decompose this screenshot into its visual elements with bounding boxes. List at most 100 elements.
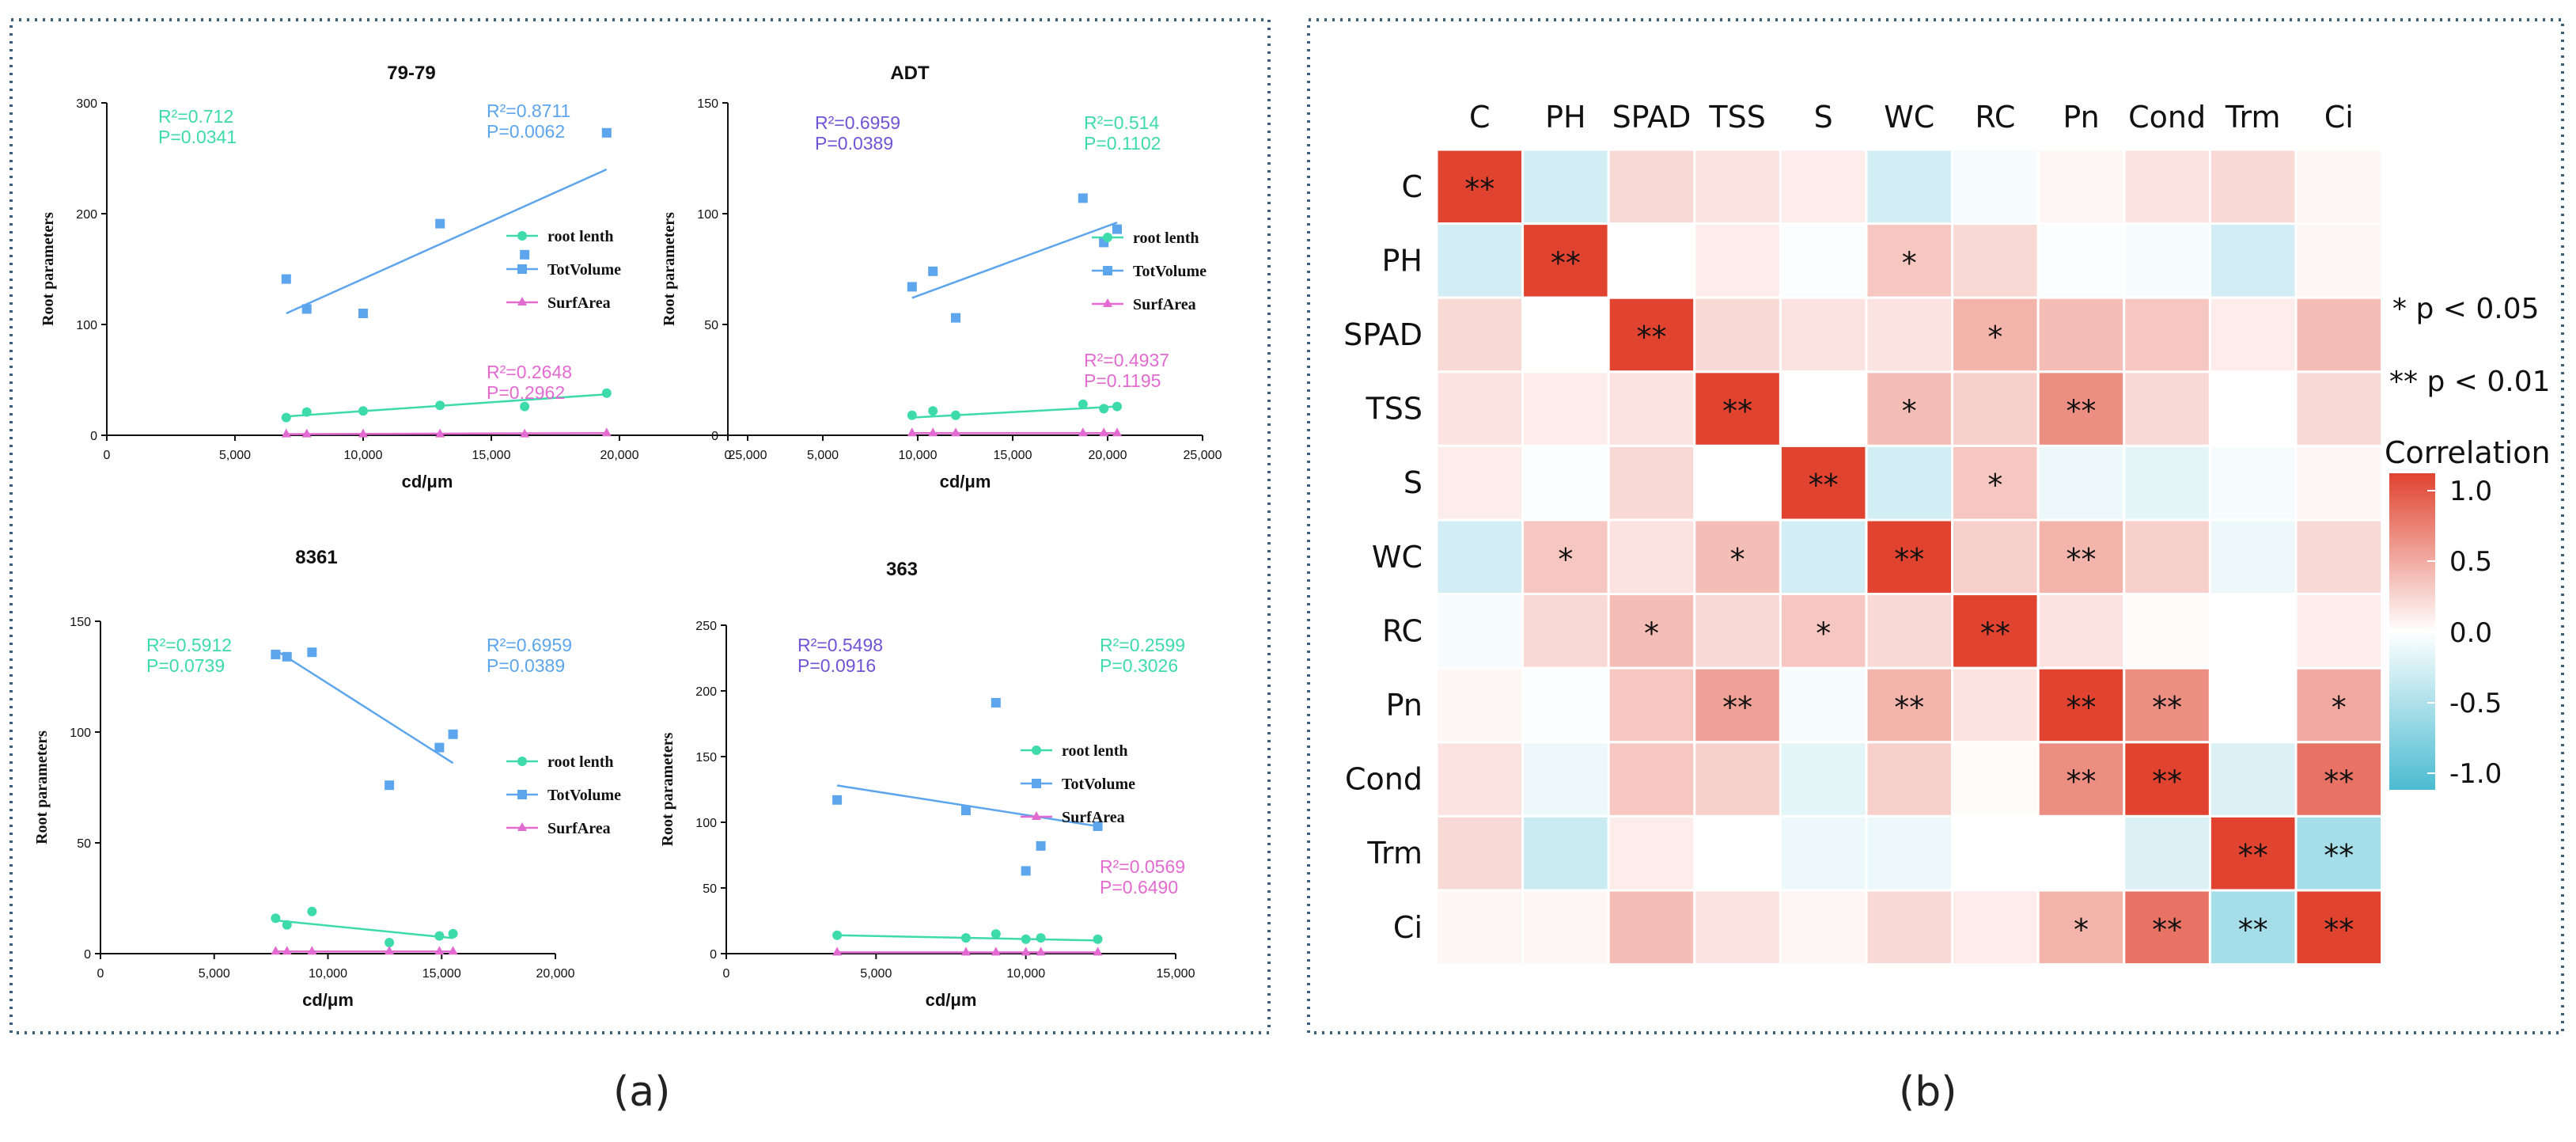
legend-label: SurfArea xyxy=(1062,809,1125,826)
y-tick-label: 0 xyxy=(84,948,91,962)
data-point xyxy=(1078,193,1088,203)
heatmap-cell xyxy=(2208,518,2298,596)
heatmap-cell xyxy=(1865,889,1954,966)
heatmap-cell xyxy=(1779,148,1868,226)
y-tick-label: 50 xyxy=(703,882,717,896)
heatmap-cell xyxy=(1607,814,1696,892)
r-squared-label: R²=0.514 xyxy=(1084,112,1159,133)
y-tick-label: 0 xyxy=(711,430,718,443)
data-point xyxy=(1099,404,1109,414)
heatmap-cell xyxy=(2036,148,2126,226)
legend-label: TotVolume xyxy=(547,261,621,279)
column-label: Cond xyxy=(2128,100,2206,135)
fit-line xyxy=(286,431,607,435)
y-tick-label: 200 xyxy=(695,685,717,699)
significance-note: ** p < 0.01 xyxy=(2389,366,2551,398)
heatmap-cell xyxy=(2123,518,2211,596)
heatmap-cell xyxy=(2294,593,2384,670)
data-point xyxy=(448,946,458,955)
heatmap-cell xyxy=(2294,518,2384,596)
data-point xyxy=(1112,224,1122,234)
data-point xyxy=(832,947,843,956)
data-point xyxy=(435,218,445,229)
data-point xyxy=(951,313,960,323)
row-label: SPAD xyxy=(1343,317,1422,352)
heatmap-cell xyxy=(1521,148,1610,226)
chart-title: 363 xyxy=(886,559,918,580)
p-value-label: P=0.1195 xyxy=(1084,370,1161,391)
data-point xyxy=(520,428,530,438)
data-point xyxy=(281,412,291,423)
data-point xyxy=(307,647,317,658)
heatmap-cell xyxy=(1435,666,1525,744)
row-label: C xyxy=(1401,169,1422,204)
legend-label: SurfArea xyxy=(547,294,611,312)
data-point xyxy=(991,947,1001,956)
significance-mark: * xyxy=(2332,690,2347,725)
y-tick-label: 250 xyxy=(695,620,717,633)
significance-mark: ** xyxy=(2066,690,2097,725)
heatmap-cell xyxy=(2208,296,2298,374)
legend-marker xyxy=(517,822,527,831)
data-point xyxy=(832,930,843,940)
data-point xyxy=(960,806,971,816)
heatmap-cell xyxy=(1779,741,1868,818)
p-value-label: P=0.0739 xyxy=(146,655,225,676)
heatmap-cell xyxy=(1779,444,1868,522)
data-point xyxy=(832,795,843,805)
data-point xyxy=(907,282,917,292)
heatmap-cell xyxy=(1693,741,1782,818)
significance-mark: ** xyxy=(2324,912,2354,947)
data-point xyxy=(1112,427,1122,437)
chart-title: 79-79 xyxy=(387,63,435,84)
x-axis-label: cd/μm xyxy=(940,472,991,491)
column-label: C xyxy=(1469,100,1491,135)
data-point xyxy=(991,697,1001,708)
y-axis-label: Root parameters xyxy=(659,732,676,846)
data-point xyxy=(1036,840,1046,851)
heatmap-cell xyxy=(1521,296,1610,374)
column-label: RC xyxy=(1975,100,2015,135)
heatmap-cell xyxy=(2036,296,2126,374)
x-tick-label: 15,000 xyxy=(422,967,461,981)
significance-mark: ** xyxy=(1894,542,1924,577)
heatmap-cell xyxy=(1865,518,1954,596)
heatmap-cell xyxy=(1693,518,1782,596)
data-point xyxy=(991,929,1001,939)
series-totvolume xyxy=(907,193,1122,323)
heatmap-cell xyxy=(1951,741,2040,818)
heatmap-cell xyxy=(1779,222,1868,299)
y-tick-label: 300 xyxy=(76,97,97,111)
heatmap-cell xyxy=(1521,666,1610,744)
r-squared-label: R²=0.6959 xyxy=(487,635,572,655)
heatmap-cell xyxy=(2036,518,2126,596)
data-point xyxy=(271,913,281,924)
chart-title: 8361 xyxy=(295,547,337,568)
y-tick-label: 150 xyxy=(697,97,718,111)
heatmap-cell xyxy=(2123,444,2211,522)
p-value-label: P=0.2962 xyxy=(487,382,565,403)
data-point xyxy=(1036,933,1046,943)
heatmap-cell xyxy=(1693,889,1782,966)
legend-marker xyxy=(1103,266,1112,275)
legend-label: TotVolume xyxy=(1133,263,1207,280)
data-point xyxy=(1021,934,1031,944)
heatmap-cell xyxy=(1607,889,1696,966)
x-tick-label: 0 xyxy=(725,449,732,462)
heatmap-cell xyxy=(1521,444,1610,522)
heatmap-cell xyxy=(1521,593,1610,670)
heatmap-cell xyxy=(2208,444,2298,522)
column-label: S xyxy=(1814,100,1833,135)
heatmap-cell xyxy=(2294,889,2384,966)
data-point xyxy=(1021,866,1031,876)
fit-line xyxy=(911,222,1118,299)
panel-b-frame xyxy=(1307,18,2564,1034)
data-point xyxy=(434,742,445,753)
x-tick-label: 5,000 xyxy=(807,449,839,462)
heatmap-cell xyxy=(2208,370,2298,447)
data-point xyxy=(435,428,445,438)
chart-title: ADT xyxy=(890,63,930,84)
r-squared-label: R²=0.8711 xyxy=(487,101,570,121)
y-tick-label: 50 xyxy=(704,319,718,332)
data-point xyxy=(358,406,368,416)
